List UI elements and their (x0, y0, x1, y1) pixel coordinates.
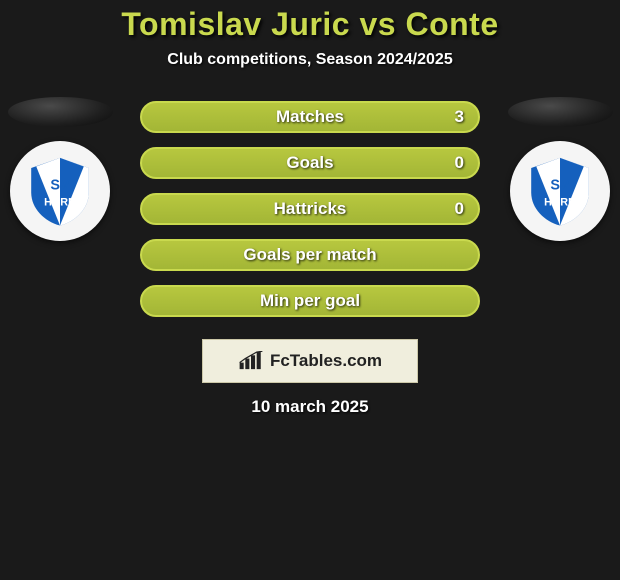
stat-right-value: 3 (444, 107, 464, 127)
left-player-disc (8, 97, 113, 127)
right-player-flank: SV HORN (500, 97, 620, 241)
stat-right-value: 0 (444, 153, 464, 173)
comparison-date: 10 march 2025 (0, 397, 620, 417)
bar-chart-icon (238, 351, 264, 371)
page-title: Tomislav Juric vs Conte (0, 6, 620, 43)
branding-box[interactable]: FcTables.com (202, 339, 418, 383)
stat-label: Goals (142, 153, 478, 173)
branding-text: FcTables.com (270, 351, 382, 371)
stat-row: Goals per match (140, 239, 480, 271)
svg-text:SV: SV (550, 178, 570, 194)
right-club-crest: SV HORN (510, 141, 610, 241)
svg-text:HORN: HORN (44, 196, 76, 208)
stats-list: Matches 3 Goals 0 Hattricks 0 Goals per … (140, 97, 480, 317)
stat-row: Goals 0 (140, 147, 480, 179)
stat-row: Matches 3 (140, 101, 480, 133)
stat-right-value: 0 (444, 199, 464, 219)
svg-text:HORN: HORN (544, 196, 576, 208)
page-subtitle: Club competitions, Season 2024/2025 (0, 51, 620, 69)
stat-row: Min per goal (140, 285, 480, 317)
comparison-arena: SV HORN SV HORN Matches (0, 97, 620, 417)
svg-text:SV: SV (50, 178, 70, 194)
left-club-crest: SV HORN (10, 141, 110, 241)
stat-label: Goals per match (142, 245, 478, 265)
left-player-flank: SV HORN (0, 97, 120, 241)
stat-label: Matches (142, 107, 478, 127)
right-player-disc (508, 97, 613, 127)
stat-label: Min per goal (142, 291, 478, 311)
stat-row: Hattricks 0 (140, 193, 480, 225)
sv-horn-crest-icon: SV HORN (524, 155, 596, 227)
sv-horn-crest-icon: SV HORN (24, 155, 96, 227)
stat-label: Hattricks (142, 199, 478, 219)
